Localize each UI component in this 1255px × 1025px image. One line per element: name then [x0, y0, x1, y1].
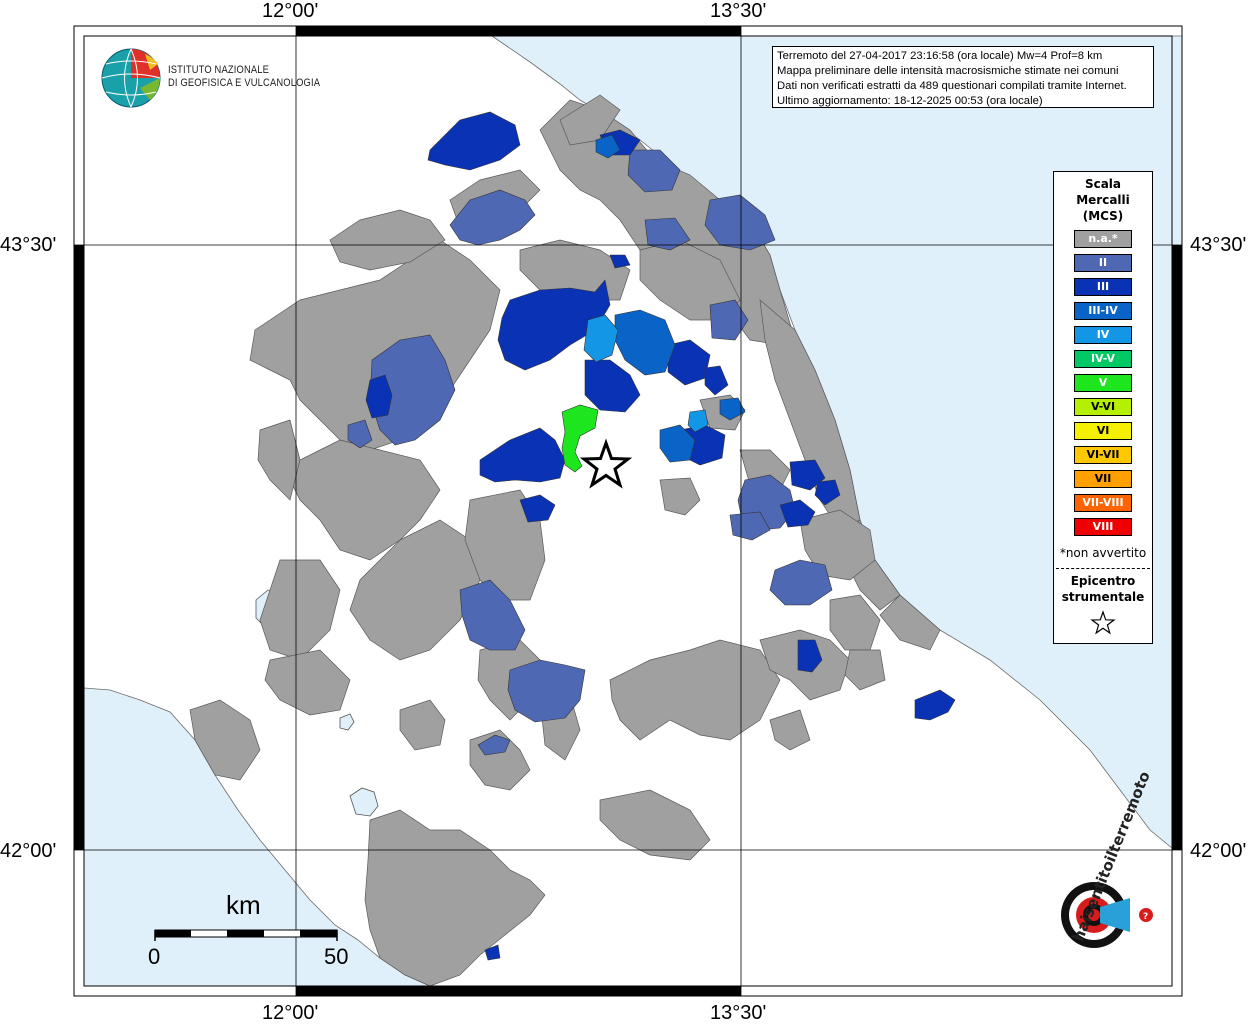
legend-item-iv: IV: [1074, 326, 1132, 344]
lon-label-bottom-right: 13°30': [710, 1002, 767, 1024]
lat-label-right-top: 43°30': [1190, 234, 1247, 256]
legend-item-n-a-: n.a.*: [1074, 230, 1132, 248]
legend-epicenter-label: Epicentro strumentale: [1054, 573, 1152, 605]
scale-unit-label: km: [226, 890, 261, 920]
communes-intensity-III: [365, 111, 956, 961]
legend-item-v: V: [1074, 374, 1132, 392]
communes-intensity-II: [347, 149, 833, 756]
info-line-2: Mappa preliminare delle intensità macros…: [777, 65, 1119, 77]
legend-item-iv-v: IV-V: [1074, 350, 1132, 368]
communes-intensity-III-IV: [595, 134, 746, 463]
info-line-1: Terremoto del 27-04-2017 23:16:58 (ora l…: [777, 50, 1103, 62]
lat-label-right-bottom: 42°00': [1190, 840, 1247, 862]
legend-item-ii: II: [1074, 254, 1132, 272]
legend-title-3: (MCS): [1082, 209, 1124, 223]
lat-label-left-top: 43°30': [0, 234, 57, 256]
hsit-logo-icon: ?: [1061, 882, 1153, 948]
info-line-4: Ultimo aggiornamento: 18-12-2025 00:53 (…: [777, 95, 1043, 107]
lon-label-top-right: 13°30': [710, 0, 767, 22]
graticule: [74, 26, 1182, 996]
event-info-box: Terremoto del 27-04-2017 23:16:58 (ora l…: [772, 46, 1154, 108]
communes-intensity-V: [561, 404, 599, 473]
ingv-line2: DI GEOFISICA E VULCANOLOGIA: [168, 77, 321, 89]
ingv-line1: ISTITUTO NAZIONALE: [168, 64, 270, 76]
legend-title-1: Scala: [1084, 177, 1122, 191]
legend-item-vi: VI: [1074, 422, 1132, 440]
ingv-logo-text: ISTITUTO NAZIONALE DI GEOFISICA E VULCAN…: [168, 64, 320, 90]
info-line-3: Dati non verificati estratti da 489 ques…: [777, 80, 1127, 92]
legend-item-iii-iv: III-IV: [1074, 302, 1132, 320]
svg-text:?: ?: [1143, 912, 1148, 922]
legend-title: Scala Mercalli (MCS): [1054, 176, 1152, 224]
map-frame: [73, 25, 1183, 997]
lat-label-left-bottom: 42°00': [0, 840, 57, 862]
legend-item-iii: III: [1074, 278, 1132, 296]
lake-small: [339, 713, 355, 731]
legend-note: *non avvertito: [1059, 546, 1147, 560]
legend-item-vii: VII: [1074, 470, 1132, 488]
mcs-legend: Scala Mercalli (MCS) n.a.* II III III-IV IV I…: [1053, 171, 1153, 644]
communes-intensity-IV: [583, 314, 709, 433]
legend-item-vii-viii: VII-VIII: [1074, 494, 1132, 512]
legend-star-icon: [1090, 610, 1116, 635]
lon-label-bottom-left: 12°00': [262, 1002, 319, 1024]
legend-item-viii: VIII: [1074, 518, 1132, 536]
epicenter-star: [579, 438, 633, 489]
ingv-logo-icon: [101, 48, 161, 108]
scale-start-label: 0: [148, 944, 161, 969]
scale-end-label: 50: [324, 944, 349, 969]
legend-title-2: Mercalli: [1076, 193, 1130, 207]
legend-epicenter-1: Epicentro: [1070, 574, 1136, 588]
legend-item-v-vi: V-VI: [1074, 398, 1132, 416]
legend-separator: [1056, 568, 1150, 569]
lake-bracciano: [349, 787, 379, 817]
scale-bar: [154, 929, 338, 941]
lon-label-top-left: 12°00': [262, 0, 319, 22]
legend-epicenter-2: strumentale: [1061, 590, 1145, 604]
legend-item-vi-vii: VI-VII: [1074, 446, 1132, 464]
